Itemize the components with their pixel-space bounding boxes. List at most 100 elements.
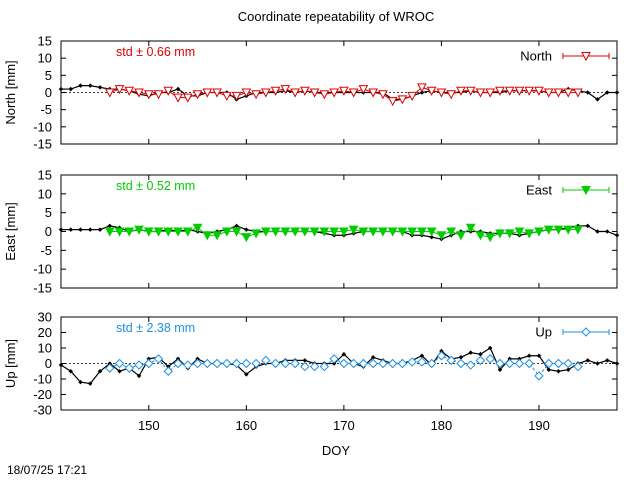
data-point-model	[212, 231, 222, 241]
data-point-model	[378, 358, 388, 369]
data-point-model	[534, 86, 544, 96]
data-point-model	[124, 86, 135, 96]
data-point-model	[251, 229, 261, 239]
std-annotation: std ± 0.66 mm	[116, 45, 195, 59]
data-point-model	[202, 231, 213, 241]
data-point-model	[446, 227, 457, 237]
data-point-model	[426, 358, 437, 369]
timestamp-label: 18/07/25 17:21	[7, 463, 87, 477]
y-tick-label: 5	[45, 205, 52, 220]
data-point-data	[565, 367, 571, 372]
y-axis-label: East [mm]	[3, 202, 18, 261]
data-point-model	[456, 231, 466, 241]
data-point-model	[465, 360, 476, 370]
legend-marker	[581, 52, 591, 62]
data-point-model	[212, 358, 222, 369]
data-point-model	[182, 93, 193, 103]
data-point-model	[397, 358, 408, 369]
data-point-data	[585, 358, 590, 363]
std-annotation: std ± 0.52 mm	[116, 179, 195, 193]
y-tick-label: -10	[33, 262, 52, 277]
data-point-data	[107, 223, 113, 229]
data-point-data	[526, 353, 532, 359]
x-tick-label: 150	[138, 418, 160, 433]
data-point-model	[319, 361, 330, 372]
data-point-data	[429, 234, 434, 240]
data-point-data	[234, 223, 239, 229]
data-point-model	[485, 88, 496, 98]
legend-label: North	[520, 49, 552, 64]
data-point-data	[68, 227, 74, 232]
data-point-model	[339, 358, 349, 369]
data-point-data	[88, 381, 93, 386]
data-point-model	[524, 86, 535, 96]
data-point-data	[302, 358, 308, 363]
data-point-data	[614, 233, 620, 238]
data-point-model	[368, 227, 378, 237]
data-point-model	[319, 90, 330, 100]
data-point-model	[348, 358, 359, 369]
data-point-model	[524, 358, 534, 369]
data-point-model	[114, 85, 125, 95]
y-tick-label: -5	[40, 102, 52, 117]
data-point-model	[378, 90, 388, 100]
data-point-model	[495, 358, 505, 369]
y-tick-label: 10	[38, 186, 52, 201]
data-point-model	[544, 358, 554, 369]
data-point-model	[114, 358, 125, 369]
data-point-model	[397, 227, 408, 237]
data-point-model	[280, 358, 291, 369]
y-tick-label: 0	[45, 356, 52, 371]
data-point-data	[68, 86, 74, 92]
data-point-model	[124, 227, 135, 237]
y-tick-label: 15	[38, 34, 52, 49]
data-point-data	[97, 368, 103, 374]
data-point-data	[78, 227, 83, 232]
data-point-data	[604, 358, 610, 363]
x-tick-label: 190	[528, 418, 550, 433]
data-point-model	[573, 88, 583, 98]
data-point-model	[368, 358, 378, 369]
data-point-data	[175, 86, 181, 92]
data-point-data	[78, 83, 83, 88]
y-tick-label: -15	[33, 281, 52, 296]
legend-marker	[581, 186, 591, 196]
data-point-model	[563, 358, 573, 369]
data-point-model	[241, 233, 252, 243]
data-point-model	[426, 86, 437, 96]
data-point-model	[436, 88, 447, 98]
data-point-model	[182, 227, 193, 237]
y-tick-label: 30	[38, 310, 52, 325]
data-point-data	[58, 86, 64, 92]
series-line-data	[60, 347, 618, 385]
y-tick-label: 0	[45, 85, 52, 100]
data-point-model	[387, 358, 398, 369]
data-point-model	[446, 90, 457, 100]
legend-label: Up	[535, 325, 552, 340]
data-point-model	[231, 91, 242, 101]
legend-marker	[581, 327, 591, 337]
data-point-model	[290, 88, 300, 98]
data-point-data	[497, 367, 503, 372]
data-point-model	[436, 351, 447, 361]
data-point-model	[563, 225, 574, 235]
data-point-model	[192, 223, 203, 233]
data-point-data	[487, 345, 493, 351]
data-point-data	[370, 355, 376, 360]
x-tick-label: 170	[333, 418, 355, 433]
y-tick-label: -10	[33, 372, 52, 387]
data-point-model	[261, 88, 271, 98]
data-point-model	[348, 225, 359, 235]
data-point-data	[341, 351, 347, 357]
data-point-model	[563, 88, 574, 98]
data-point-data	[88, 83, 93, 88]
data-point-model	[329, 88, 339, 98]
data-point-model	[163, 366, 174, 376]
data-point-model	[319, 227, 330, 237]
std-annotation: std ± 2.38 mm	[116, 321, 195, 335]
data-point-model	[329, 354, 339, 364]
data-point-model	[221, 227, 232, 237]
chart-title: Coordinate repeatability of WROC	[238, 9, 435, 24]
